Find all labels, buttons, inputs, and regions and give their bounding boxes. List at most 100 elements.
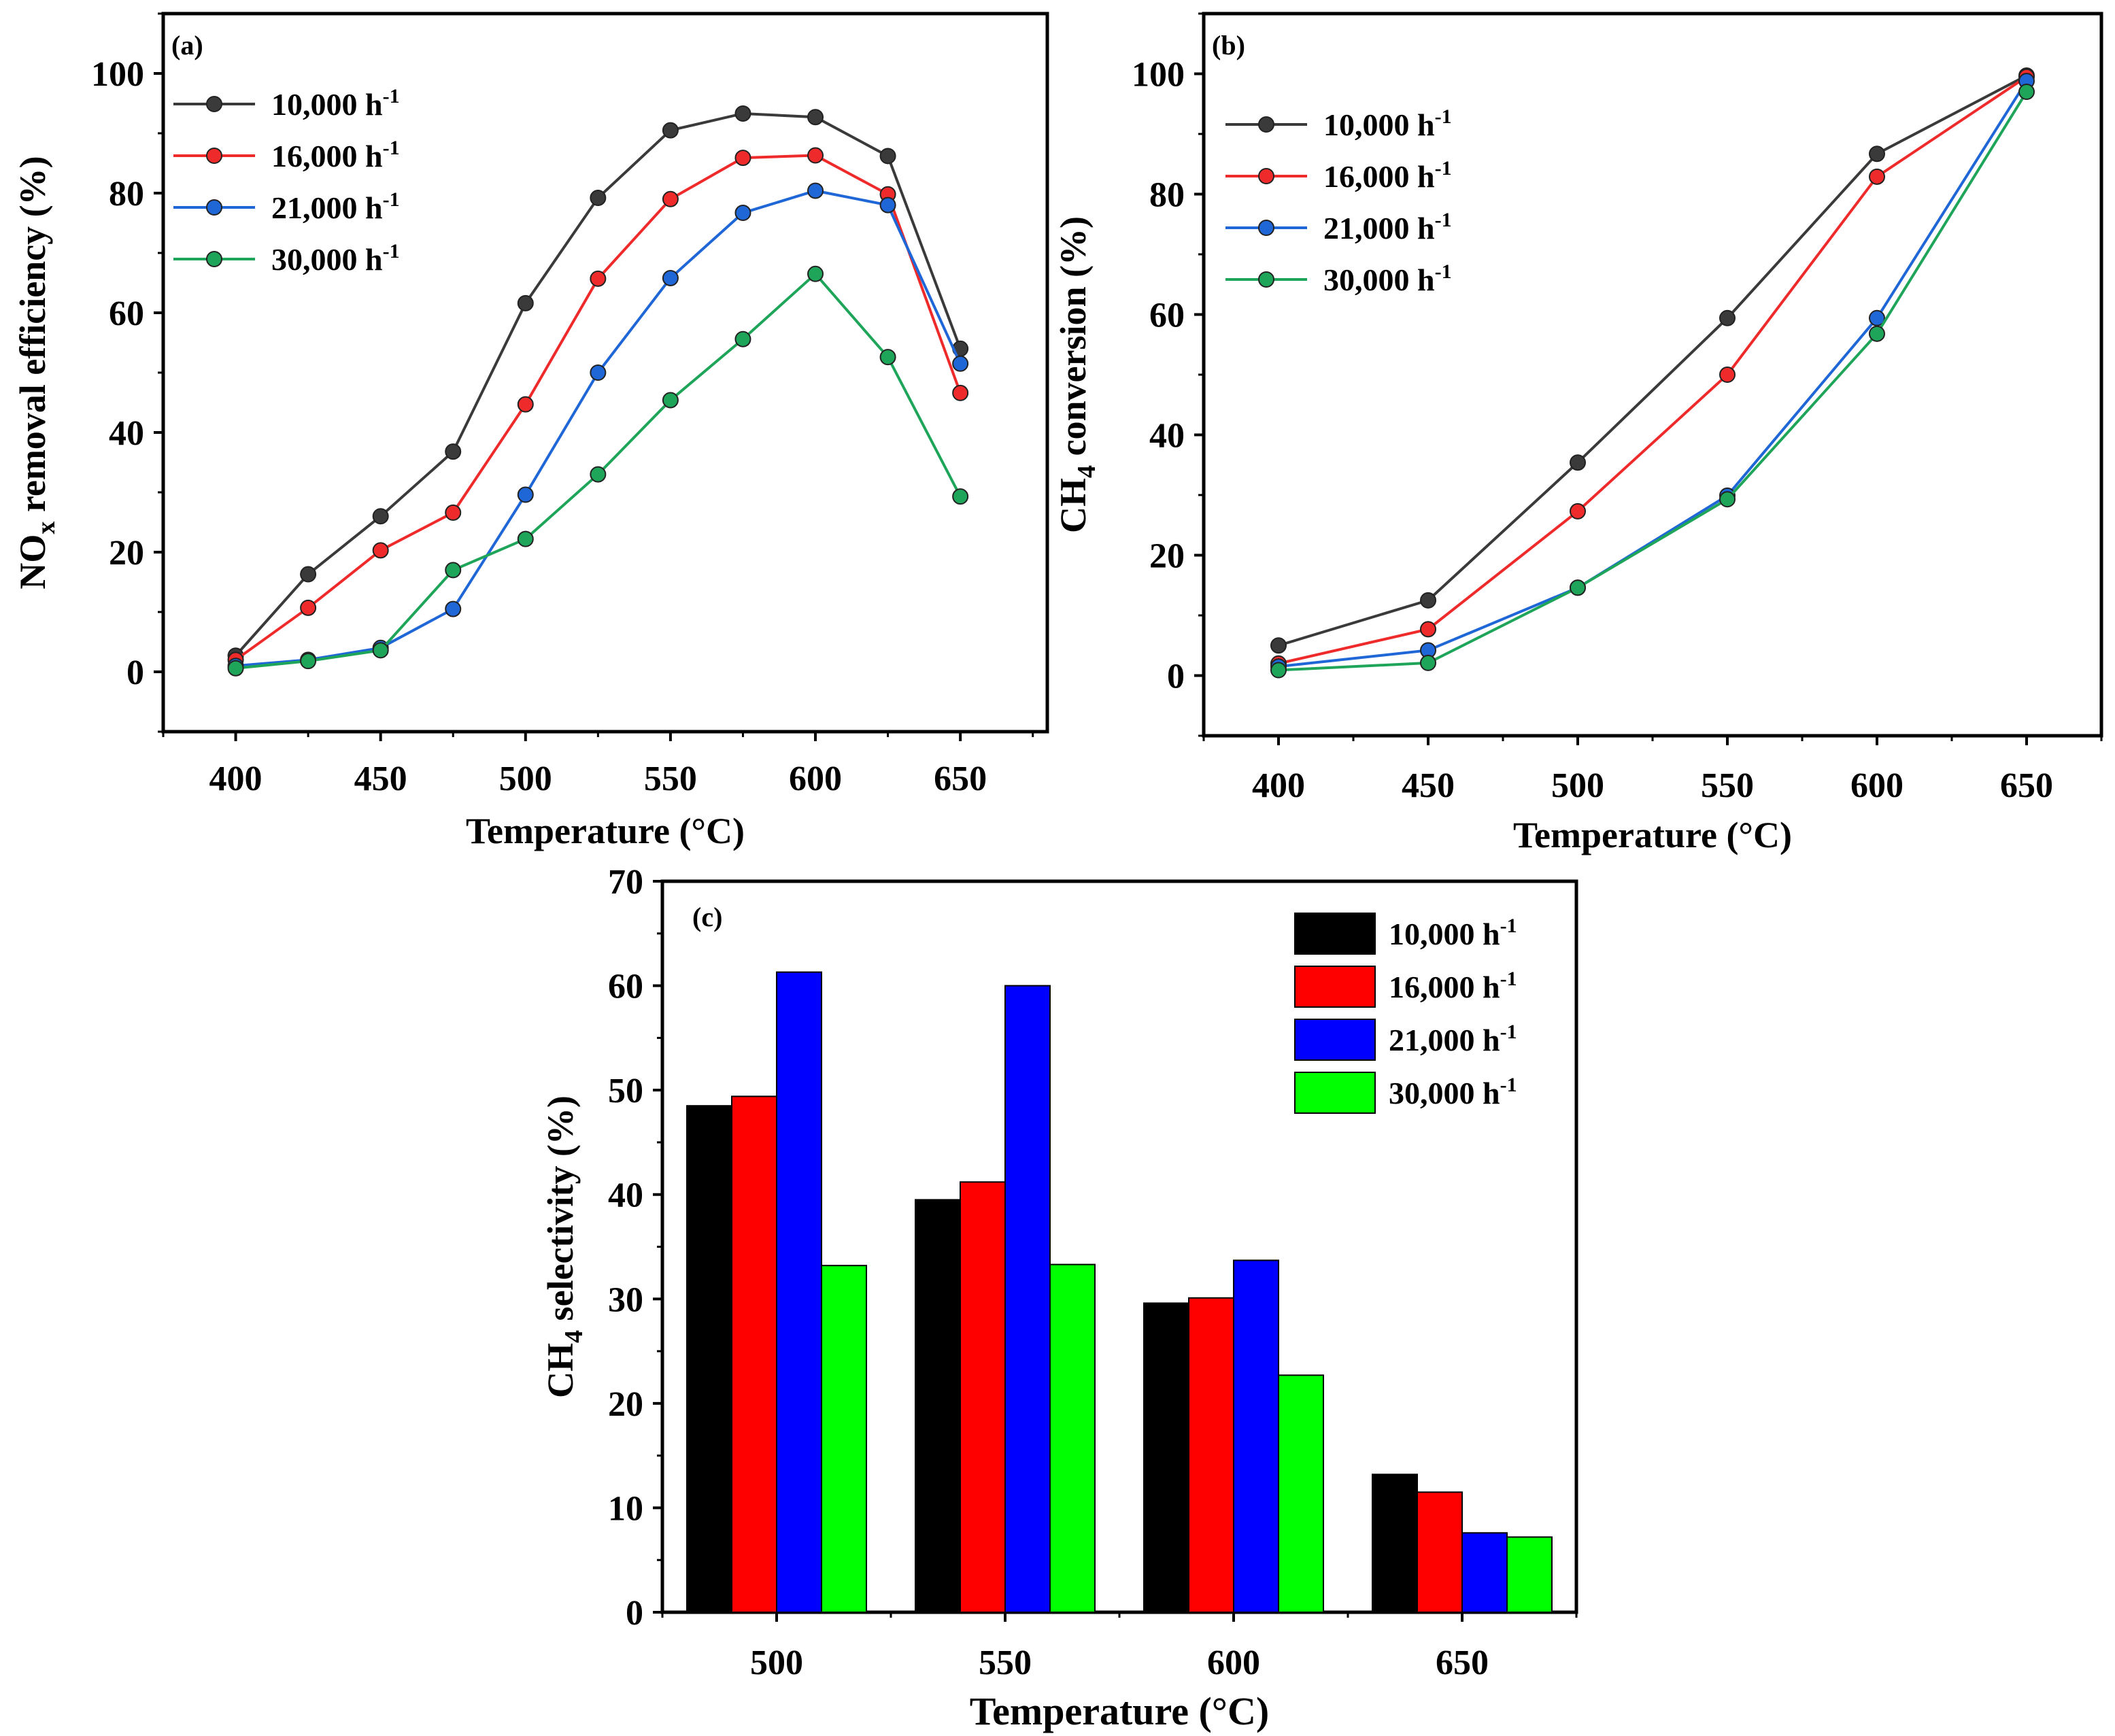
panel-b-legend-label: 21,000 h-1 [1323, 209, 1452, 245]
panel-c-bar-bar_21000 [1004, 985, 1051, 1613]
panel-a-data-point-16000 [372, 542, 389, 559]
panel-a-y-tick-label: 20 [109, 534, 144, 573]
panel-a-data-point-30000 [879, 349, 896, 366]
panel-a-y-tick-label: 0 [126, 653, 144, 692]
panel-b-data-point-16000 [1719, 367, 1736, 383]
legend-label-text: 21,000 h [1389, 1023, 1500, 1057]
panel-b-data-point-10000 [1869, 146, 1885, 163]
legend-label-text: 16,000 h [1323, 159, 1435, 194]
legend-label-superscript: -1 [1500, 915, 1517, 937]
panel-c-y-tick-label: 70 [608, 863, 643, 902]
panel-a-data-point-10000 [590, 190, 607, 207]
panel-c-legend-swatch-bar_30000 [1294, 1072, 1376, 1114]
panel-a-data-point-10000 [734, 105, 751, 122]
panel-a-data-point-21000 [807, 182, 824, 199]
panel-a-data-point-21000 [952, 355, 969, 372]
panel-c-x-axis-label: Temperature (°C) [970, 1689, 1269, 1733]
panel-b-data-point-10000 [1420, 592, 1436, 609]
panel-a-data-point-21000 [662, 269, 679, 286]
panel-b-x-tick-label: 600 [1850, 766, 1904, 805]
y-axis-label-subscript: x [32, 522, 61, 534]
panel-b-y-tick-label: 40 [1149, 417, 1185, 456]
legend-label-superscript: -1 [1500, 1074, 1517, 1096]
panel-a-legend-label: 16,000 h-1 [271, 137, 400, 173]
panel-b-series-line-21000 [1278, 80, 2028, 668]
panel-c-y-tick-label: 60 [608, 968, 643, 1006]
legend-label-text: 10,000 h [271, 87, 383, 122]
panel-a-data-point-16000 [300, 599, 317, 616]
panel-a-series-line-16000 [235, 154, 962, 662]
panel-a-data-point-16000 [445, 504, 462, 521]
panel-a-data-point-10000 [807, 109, 824, 126]
panel-b-series-line-16000 [1278, 75, 2028, 665]
panel-c-bar-bar_10000 [915, 1199, 961, 1613]
panel-c-legend-label: 30,000 h-1 [1389, 1074, 1517, 1110]
panel-a-x-tick-label: 500 [499, 760, 552, 798]
panel-b-legend-label: 10,000 h-1 [1323, 105, 1452, 142]
panel-a-data-point-16000 [590, 270, 607, 287]
legend-label-superscript: -1 [1435, 157, 1452, 180]
panel-c-bar-bar_10000 [1143, 1302, 1189, 1614]
panel-a-y-tick-label: 40 [109, 414, 144, 453]
panel-b-y-axis-label: CH4 conversion (%) [1053, 216, 1101, 533]
panel-b-data-point-10000 [1270, 637, 1287, 654]
panel-b-data-point-16000 [1420, 621, 1436, 638]
panel-b-series-line-30000 [1278, 90, 2028, 672]
panel-a-data-point-30000 [952, 488, 969, 505]
y-axis-label-rest: conversion (%) [1053, 216, 1094, 465]
panel-c-legend-swatch-bar_16000 [1294, 966, 1376, 1008]
panel-c-bar-bar_30000 [821, 1265, 867, 1613]
panel-b-x-tick-label: 500 [1551, 766, 1604, 805]
panel-b-legend-marker-16000 [1258, 168, 1274, 184]
panel-a-data-point-10000 [879, 148, 896, 165]
panel-a-y-tick-label: 100 [91, 55, 144, 94]
panel-c-y-tick-label: 50 [608, 1072, 643, 1110]
panel-c-bar-bar_21000 [776, 971, 822, 1614]
panel-a-data-point-16000 [952, 384, 969, 401]
panel-a-data-point-21000 [445, 600, 462, 617]
panel-b-data-point-30000 [2018, 84, 2035, 101]
panel-c-y-axis-label: CH4 selectivity (%) [540, 1095, 588, 1398]
panel-c-x-tick-label: 600 [1207, 1644, 1260, 1682]
panel-b-series-line-10000 [1278, 74, 2027, 647]
legend-label-text: 30,000 h [1323, 262, 1435, 297]
panel-b-x-axis-label: Temperature (°C) [1513, 815, 1792, 855]
legend-label-text: 16,000 h [271, 139, 383, 173]
panel-a-y-axis-label: NOx removal efficiency (%) [12, 156, 61, 589]
panel-a-data-point-21000 [517, 486, 534, 503]
legend-label-text: 30,000 h [1389, 1076, 1500, 1110]
panel-b-y-tick-label: 20 [1149, 537, 1185, 576]
panel-c-legend-label: 10,000 h-1 [1389, 915, 1517, 951]
panel-a-x-tick-label: 650 [934, 760, 987, 798]
panel-a-data-point-16000 [662, 190, 679, 207]
panel-b-y-tick-label: 0 [1167, 658, 1185, 696]
panel-a-data-point-16000 [734, 150, 751, 167]
panel-c-bar-bar_30000 [1049, 1263, 1096, 1614]
panel-c-legend-swatch-bar_21000 [1294, 1019, 1376, 1061]
panel-b-x-tick-label: 550 [1701, 766, 1754, 805]
panel-b-data-point-30000 [1420, 654, 1436, 671]
panel-a-data-point-30000 [807, 265, 824, 282]
panel-c-bar-bar_21000 [1233, 1259, 1279, 1613]
panel-c-bar-bar_16000 [1417, 1491, 1463, 1613]
legend-label-superscript: -1 [383, 137, 400, 159]
panel-c-legend-swatch-bar_10000 [1294, 913, 1376, 955]
panel-b-x-tick-label: 450 [1402, 766, 1455, 805]
legend-label-superscript: -1 [1500, 968, 1517, 990]
panel-b-data-point-10000 [1570, 454, 1586, 471]
panel-a-data-point-10000 [300, 566, 317, 583]
panel-c-bar-bar_16000 [960, 1181, 1006, 1614]
panel-a-data-point-10000 [517, 294, 534, 311]
panel-a-data-point-30000 [227, 660, 244, 677]
panel-c-y-tick-label: 40 [608, 1176, 643, 1215]
panel-b-y-tick-label: 100 [1132, 56, 1185, 95]
panel-b-legend-marker-30000 [1258, 271, 1274, 288]
panel-c-label: (c) [692, 902, 722, 932]
panel-a-legend-marker-21000 [206, 199, 222, 216]
panel-b-legend-label: 30,000 h-1 [1323, 260, 1452, 297]
legend-label-text: 30,000 h [271, 242, 383, 277]
panel-a-legend-marker-30000 [206, 251, 222, 267]
